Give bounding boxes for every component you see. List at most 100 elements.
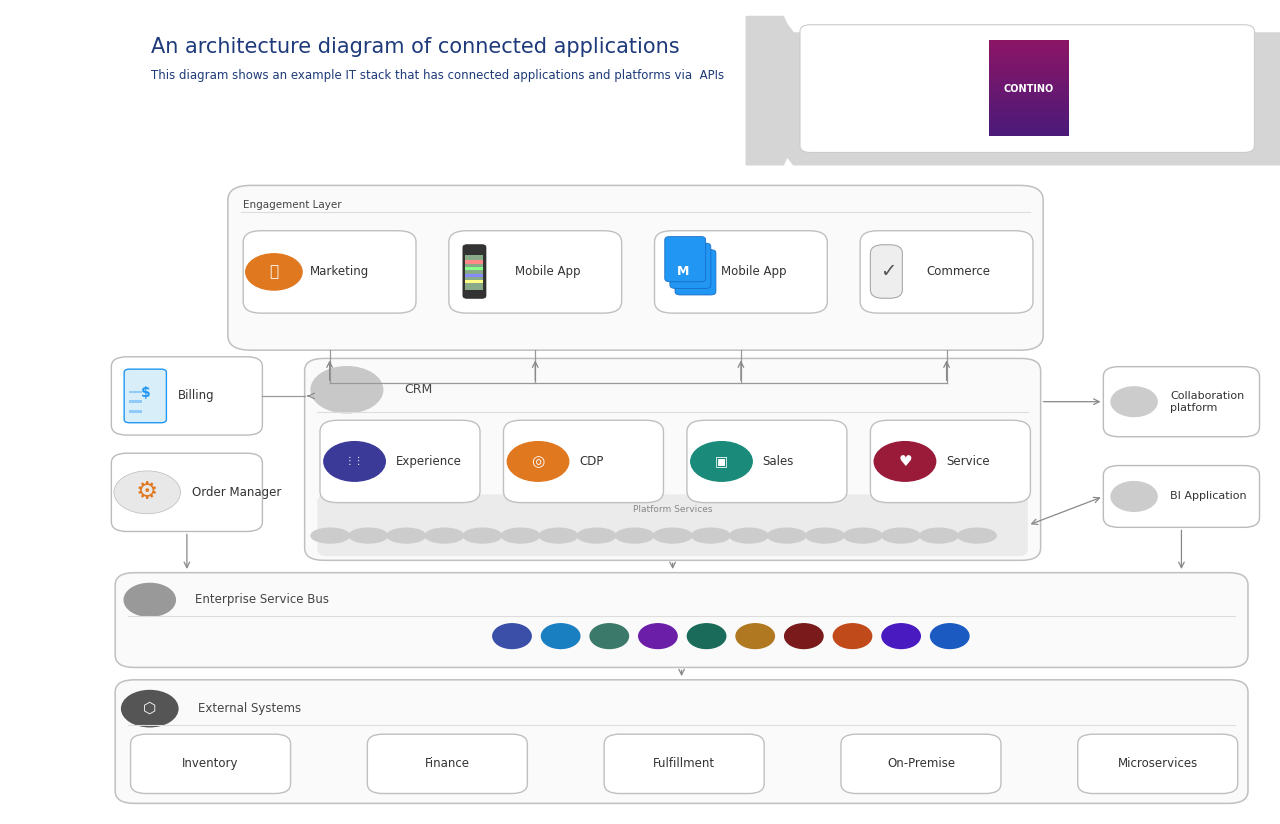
Ellipse shape	[805, 528, 844, 543]
FancyBboxPatch shape	[870, 245, 902, 298]
FancyBboxPatch shape	[989, 76, 1069, 79]
Text: ⚙: ⚙	[136, 480, 159, 504]
FancyBboxPatch shape	[989, 116, 1069, 119]
FancyBboxPatch shape	[466, 280, 484, 283]
FancyBboxPatch shape	[449, 231, 622, 313]
Circle shape	[736, 624, 774, 648]
Text: Marketing: Marketing	[310, 265, 369, 279]
FancyBboxPatch shape	[989, 48, 1069, 51]
FancyBboxPatch shape	[989, 73, 1069, 77]
Circle shape	[639, 624, 677, 648]
Text: $: $	[141, 386, 150, 400]
Circle shape	[1111, 481, 1157, 511]
FancyBboxPatch shape	[989, 54, 1069, 58]
FancyBboxPatch shape	[989, 57, 1069, 60]
Text: CDP: CDP	[579, 455, 603, 468]
Ellipse shape	[768, 528, 806, 543]
FancyBboxPatch shape	[305, 358, 1041, 560]
FancyBboxPatch shape	[129, 410, 142, 413]
Circle shape	[590, 624, 628, 648]
FancyBboxPatch shape	[989, 105, 1069, 108]
Circle shape	[931, 624, 969, 648]
Text: Enterprise Service Bus: Enterprise Service Bus	[195, 593, 329, 606]
FancyBboxPatch shape	[860, 231, 1033, 313]
Text: ⌕: ⌕	[269, 265, 279, 279]
FancyBboxPatch shape	[228, 185, 1043, 350]
FancyBboxPatch shape	[466, 260, 484, 264]
FancyBboxPatch shape	[989, 126, 1069, 129]
FancyBboxPatch shape	[989, 52, 1069, 55]
Text: Mobile App: Mobile App	[516, 265, 581, 279]
Text: Sales: Sales	[763, 455, 794, 468]
Ellipse shape	[311, 528, 349, 543]
Ellipse shape	[463, 528, 502, 543]
Ellipse shape	[882, 528, 920, 543]
FancyBboxPatch shape	[989, 59, 1069, 63]
Text: Commerce: Commerce	[927, 265, 991, 279]
Polygon shape	[746, 16, 1280, 165]
Text: Platform Services: Platform Services	[632, 505, 713, 514]
Text: ▣: ▣	[716, 455, 728, 468]
FancyBboxPatch shape	[604, 734, 764, 794]
Circle shape	[246, 254, 302, 290]
FancyBboxPatch shape	[124, 369, 166, 423]
FancyBboxPatch shape	[989, 111, 1069, 115]
FancyBboxPatch shape	[989, 119, 1069, 122]
Circle shape	[785, 624, 823, 648]
Circle shape	[687, 624, 726, 648]
FancyBboxPatch shape	[989, 62, 1069, 65]
FancyBboxPatch shape	[989, 90, 1069, 93]
Ellipse shape	[349, 528, 388, 543]
FancyBboxPatch shape	[687, 420, 847, 503]
FancyBboxPatch shape	[503, 420, 663, 503]
Circle shape	[311, 367, 383, 413]
Ellipse shape	[539, 528, 577, 543]
FancyBboxPatch shape	[841, 734, 1001, 794]
Text: CONTINO: CONTINO	[1004, 83, 1055, 94]
FancyBboxPatch shape	[675, 250, 716, 295]
FancyBboxPatch shape	[111, 453, 262, 531]
Circle shape	[874, 442, 936, 481]
Circle shape	[541, 624, 580, 648]
Ellipse shape	[387, 528, 425, 543]
FancyBboxPatch shape	[989, 92, 1069, 96]
FancyBboxPatch shape	[243, 231, 416, 313]
FancyBboxPatch shape	[989, 88, 1069, 91]
FancyBboxPatch shape	[870, 420, 1030, 503]
Text: Microservices: Microservices	[1117, 757, 1198, 770]
FancyBboxPatch shape	[129, 391, 142, 393]
FancyBboxPatch shape	[654, 231, 827, 313]
Circle shape	[1111, 387, 1157, 417]
Circle shape	[114, 471, 180, 514]
Text: Inventory: Inventory	[182, 757, 239, 770]
FancyBboxPatch shape	[989, 78, 1069, 82]
FancyBboxPatch shape	[989, 69, 1069, 72]
Text: Mobile App: Mobile App	[721, 265, 787, 279]
Circle shape	[493, 624, 531, 648]
FancyBboxPatch shape	[989, 102, 1069, 105]
Text: Order Manager: Order Manager	[192, 486, 282, 499]
FancyBboxPatch shape	[989, 71, 1069, 74]
Text: This diagram shows an example IT stack that has connected applications and platf: This diagram shows an example IT stack t…	[151, 69, 724, 82]
FancyBboxPatch shape	[989, 107, 1069, 110]
FancyBboxPatch shape	[989, 95, 1069, 98]
FancyBboxPatch shape	[989, 124, 1069, 127]
Text: ◎: ◎	[531, 454, 545, 469]
Text: Service: Service	[946, 455, 989, 468]
FancyBboxPatch shape	[989, 130, 1069, 133]
FancyBboxPatch shape	[989, 40, 1069, 44]
Text: ♥: ♥	[899, 454, 911, 469]
FancyBboxPatch shape	[989, 83, 1069, 87]
FancyBboxPatch shape	[1078, 734, 1238, 794]
Ellipse shape	[616, 528, 654, 543]
Ellipse shape	[502, 528, 540, 543]
FancyBboxPatch shape	[989, 81, 1069, 84]
Text: An architecture diagram of connected applications: An architecture diagram of connected app…	[151, 37, 680, 57]
FancyBboxPatch shape	[989, 100, 1069, 103]
Circle shape	[124, 583, 175, 616]
Text: Experience: Experience	[396, 455, 461, 468]
Text: External Systems: External Systems	[198, 702, 302, 715]
FancyBboxPatch shape	[466, 255, 484, 290]
Text: Finance: Finance	[425, 757, 470, 770]
FancyBboxPatch shape	[115, 680, 1248, 803]
